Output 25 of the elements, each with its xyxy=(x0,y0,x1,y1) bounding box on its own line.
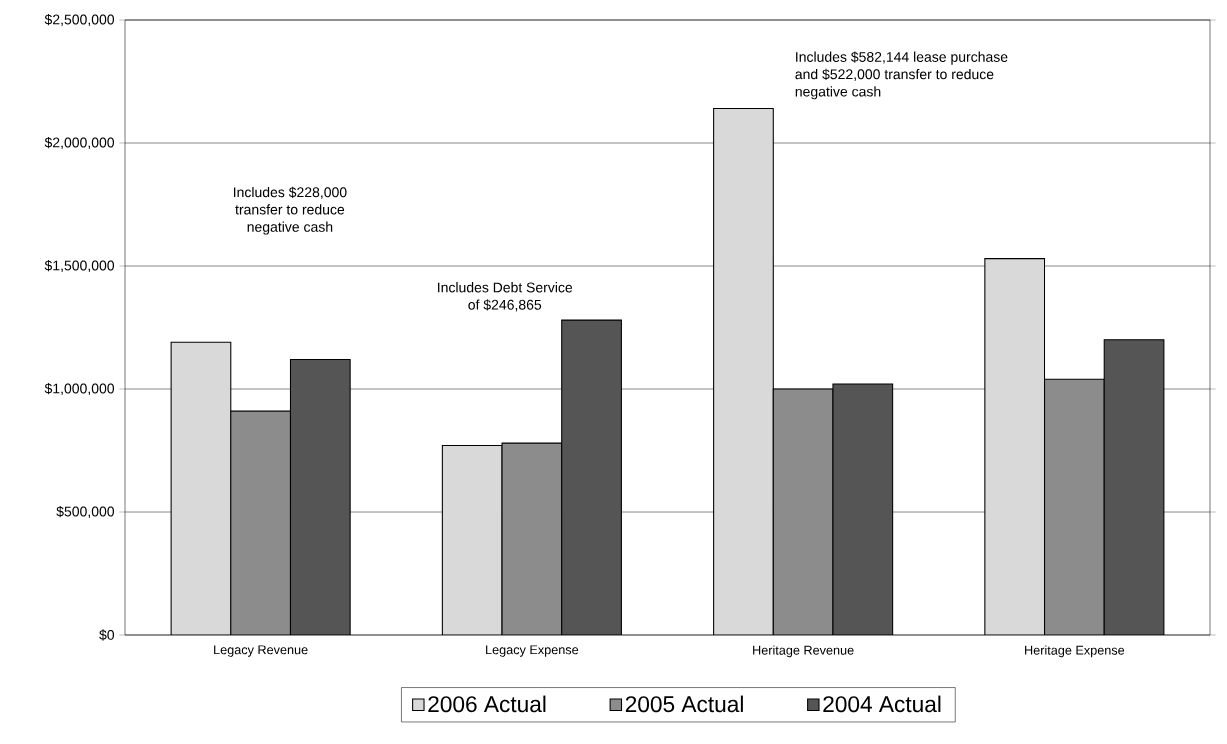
y-tick-label: $1,000,000 xyxy=(44,382,115,396)
bar xyxy=(984,258,1046,635)
bar xyxy=(501,442,563,635)
annotation: Includes $582,144 lease purchase and $522,000 transfer to reduce negative cash xyxy=(795,51,1008,100)
bar xyxy=(441,445,503,635)
bar xyxy=(713,108,774,635)
legend-label: 2006 Actual xyxy=(428,695,546,713)
y-tick-label: $1,500,000 xyxy=(44,259,115,273)
annotation: Includes $228,000 transfer to reduce negative cash xyxy=(234,186,347,235)
bar xyxy=(772,388,834,635)
y-tick-label: $0 xyxy=(99,629,115,641)
y-tick-label: $2,500,000 xyxy=(44,13,115,27)
y-tick-label: $2,000,000 xyxy=(44,136,115,150)
x-tick-label: Heritage Revenue xyxy=(753,645,854,658)
bar xyxy=(1044,378,1105,635)
x-tick-label: Legacy Expense xyxy=(486,645,579,657)
bar xyxy=(230,410,292,635)
bar xyxy=(170,341,232,635)
annotation: Includes Debt Service of $246,865 xyxy=(438,282,573,312)
y-tick-label: $500,000 xyxy=(56,505,115,519)
x-tick-label: Legacy Revenue xyxy=(214,645,308,657)
x-tick-label: Heritage Expense xyxy=(1025,645,1125,658)
bar xyxy=(1103,339,1165,635)
legend-label: 2005 Actual xyxy=(625,695,743,713)
legend-label: 2004 Actual xyxy=(823,695,941,713)
